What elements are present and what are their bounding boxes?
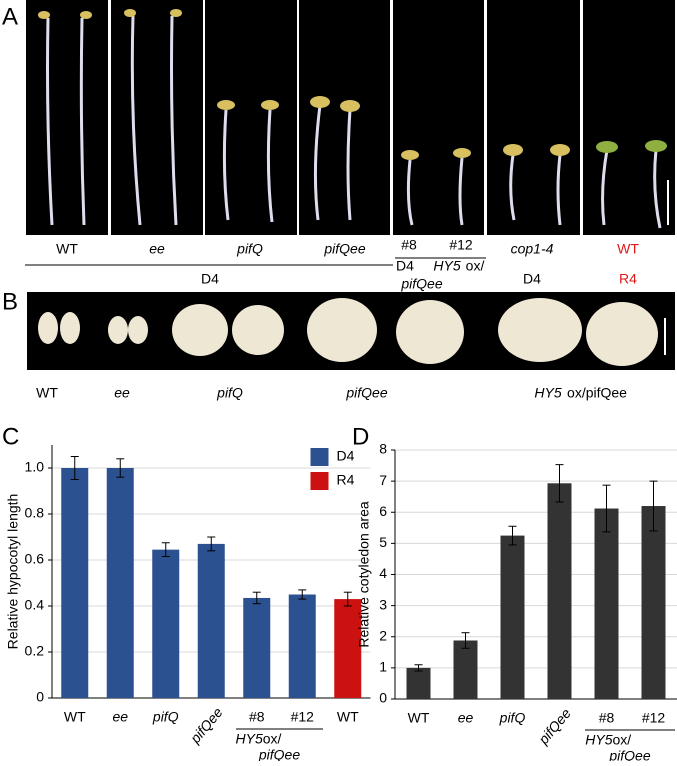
y-tick-label: 0.4 bbox=[25, 597, 45, 613]
bar bbox=[106, 468, 134, 698]
panel-a-labels: WT ee pifQ pifQee #8 #12 cop1-4 WT D4 D4… bbox=[25, 237, 639, 292]
legend-swatch bbox=[310, 448, 329, 466]
panel-letter: B bbox=[2, 288, 18, 315]
group-label: HY5 bbox=[585, 732, 612, 748]
x-tick-label: WT bbox=[337, 709, 359, 725]
label: D4 bbox=[523, 271, 541, 287]
y-tick-label: 0.6 bbox=[25, 551, 45, 567]
group-label: HY5 bbox=[236, 731, 263, 747]
bar bbox=[500, 535, 525, 699]
panel-a-photos bbox=[26, 0, 675, 235]
y-tick-label: 1.0 bbox=[25, 459, 45, 475]
x-tick-label: #8 bbox=[599, 710, 615, 726]
x-tick-label: pifQ bbox=[499, 710, 526, 726]
label: cop1-4 bbox=[511, 241, 554, 257]
y-tick-label: 5 bbox=[379, 534, 387, 550]
bar bbox=[406, 667, 431, 699]
label: ox/ bbox=[466, 258, 485, 274]
x-tick-label: pifQee bbox=[186, 704, 226, 747]
y-tick-label: 6 bbox=[379, 503, 387, 519]
x-tick-label: #8 bbox=[249, 709, 265, 725]
label: pifQ bbox=[236, 241, 263, 257]
group-label: ox/ bbox=[263, 731, 282, 747]
label: pifQee bbox=[323, 241, 365, 257]
y-tick-label: 8 bbox=[379, 441, 387, 457]
y-tick-label: 0.2 bbox=[25, 643, 45, 659]
group-label: pifQee bbox=[608, 748, 650, 761]
x-tick-label: WT bbox=[64, 709, 86, 725]
legend-label: R4 bbox=[337, 472, 355, 488]
label: pifQ bbox=[216, 385, 243, 401]
bar bbox=[453, 640, 478, 699]
y-tick-label: 7 bbox=[379, 472, 387, 488]
label: WT bbox=[56, 241, 78, 257]
y-axis-label: Relative hypocotyl length bbox=[5, 494, 21, 650]
group-label: pifQee bbox=[258, 747, 300, 761]
label: #8 bbox=[401, 237, 417, 253]
legend-swatch bbox=[310, 472, 329, 490]
x-tick-label: WT bbox=[408, 710, 430, 726]
x-tick-label: pifQee bbox=[534, 705, 574, 748]
bar bbox=[547, 483, 572, 699]
bar bbox=[61, 468, 89, 698]
label: D4 bbox=[396, 258, 414, 274]
label: WT bbox=[36, 385, 58, 401]
bar bbox=[152, 549, 180, 698]
x-tick-label: ee bbox=[458, 710, 474, 726]
x-tick-label: ee bbox=[112, 709, 128, 725]
y-tick-label: 1 bbox=[379, 659, 387, 675]
bar bbox=[641, 506, 666, 699]
legend-label: D4 bbox=[337, 448, 355, 464]
y-tick-label: 0.8 bbox=[25, 505, 45, 521]
label: R4 bbox=[619, 271, 637, 287]
label: WT bbox=[617, 241, 639, 257]
label: ee bbox=[149, 241, 165, 257]
label: ee bbox=[114, 385, 130, 401]
y-axis-label: Relative cotyledon area bbox=[356, 501, 372, 648]
panel-letter: A bbox=[2, 3, 18, 30]
x-tick-label: #12 bbox=[642, 710, 666, 726]
y-tick-label: 4 bbox=[379, 565, 387, 581]
bar bbox=[197, 543, 225, 698]
y-tick-label: 0 bbox=[379, 690, 387, 706]
x-tick-label: #12 bbox=[291, 709, 315, 725]
bar bbox=[243, 597, 271, 698]
panel-b-labels: WT ee pifQ pifQee HY5 ox/pifQee bbox=[36, 385, 627, 401]
panel-letter: C bbox=[2, 423, 19, 450]
label: #12 bbox=[449, 237, 473, 253]
y-tick-label: 0 bbox=[36, 689, 44, 705]
x-tick-label: pifQ bbox=[152, 709, 179, 725]
y-tick-label: 2 bbox=[379, 627, 387, 643]
y-tick-label: 3 bbox=[379, 596, 387, 612]
label: HY5 bbox=[433, 258, 460, 274]
panel-letter: D bbox=[352, 423, 369, 450]
label: pifQee bbox=[400, 276, 442, 292]
panel-b-photos bbox=[27, 292, 675, 370]
label: HY5 bbox=[534, 385, 561, 401]
bar bbox=[334, 599, 362, 698]
label: D4 bbox=[201, 271, 219, 287]
label: ox/pifQee bbox=[567, 385, 627, 401]
group-label: ox/ bbox=[613, 732, 632, 748]
label: pifQee bbox=[345, 385, 387, 401]
bar bbox=[594, 508, 619, 699]
bar bbox=[288, 594, 316, 698]
